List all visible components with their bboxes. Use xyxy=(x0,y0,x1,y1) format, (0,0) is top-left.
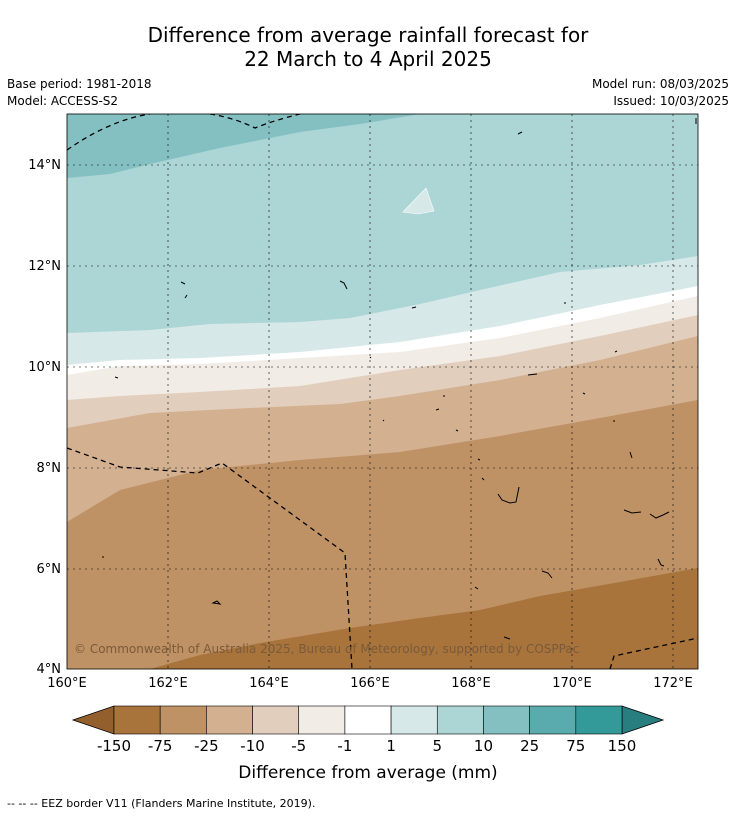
colorbar-tick-label: 1 xyxy=(386,737,396,755)
lon-tick-label: 170°E xyxy=(552,676,592,691)
colorbar-tick-label: -1 xyxy=(337,737,352,755)
colorbar-segment xyxy=(529,705,577,735)
eez-border-footnote: -- -- -- EEZ border V11 (Flanders Marine… xyxy=(7,797,316,810)
colorbar-segment xyxy=(113,705,161,735)
colorbar: -150 -75 -25 -10 -5 -1 1 5 10 25 75 150 xyxy=(71,705,665,755)
lat-tick-label: 12°N xyxy=(28,259,61,274)
colorbar-tick-label: 75 xyxy=(566,737,585,755)
lon-tick-label: 160°E xyxy=(47,676,87,691)
contour-band-plus10 xyxy=(67,114,420,178)
contour-patch-plus5 xyxy=(402,187,435,215)
rainfall-contours: © Commonwealth of Australia 2025, Bureau… xyxy=(67,114,698,669)
lon-tick-label: 166°E xyxy=(350,676,390,691)
model-run-date: Model run: 08/03/2025 xyxy=(591,77,729,91)
map-title-line2: 22 March to 4 April 2025 xyxy=(244,47,492,71)
colorbar-tick-label: -10 xyxy=(240,737,265,755)
colorbar-tick-label: 150 xyxy=(608,737,637,755)
colorbar-segment xyxy=(252,705,300,735)
colorbar-segment xyxy=(298,705,346,735)
map-gridlines xyxy=(67,114,698,669)
colorbar-extend-high xyxy=(621,705,665,735)
colorbar-segment xyxy=(436,705,484,735)
copyright-notice: © Commonwealth of Australia 2025, Bureau… xyxy=(74,642,579,656)
colorbar-tick-label: 5 xyxy=(432,737,442,755)
lon-tick-label: 172°E xyxy=(653,676,693,691)
colorbar-extend-low xyxy=(71,705,115,735)
contour-band-plus5 xyxy=(67,114,698,333)
colorbar-tick-label: -25 xyxy=(194,737,219,755)
lon-ticks: 160°E 162°E 164°E 166°E 168°E 170°E 172°… xyxy=(47,676,693,691)
colorbar-segment xyxy=(206,705,253,735)
lat-ticks: 14°N 12°N 10°N 8°N 6°N 4°N xyxy=(28,158,61,677)
colorbar-segment xyxy=(483,705,530,735)
colorbar-title: Difference from average (mm) xyxy=(238,763,497,783)
colorbar-segment xyxy=(159,705,207,735)
lat-tick-label: 6°N xyxy=(37,562,62,577)
colorbar-tick-label: -75 xyxy=(148,737,173,755)
eez-borders xyxy=(67,114,698,669)
lat-tick-label: 10°N xyxy=(28,360,61,375)
map-frame xyxy=(66,113,699,670)
lat-tick-label: 8°N xyxy=(37,461,62,476)
lon-tick-label: 168°E xyxy=(451,676,491,691)
colorbar-segment xyxy=(344,705,392,735)
colorbar-tick-label: 10 xyxy=(474,737,493,755)
base-period: Base period: 1981-2018 xyxy=(7,77,152,91)
lon-tick-label: 164°E xyxy=(249,676,289,691)
lon-tick-label: 162°E xyxy=(148,676,188,691)
colorbar-tick-label: 25 xyxy=(520,737,539,755)
colorbar-tick-label: -150 xyxy=(97,737,131,755)
islands xyxy=(102,118,697,640)
map-title-line1: Difference from average rainfall forecas… xyxy=(147,23,589,47)
issued-date: Issued: 10/03/2025 xyxy=(613,94,729,108)
lat-tick-label: 4°N xyxy=(37,662,62,677)
lat-tick-label: 14°N xyxy=(28,158,61,173)
model-name: Model: ACCESS-S2 xyxy=(7,94,119,108)
colorbar-segment xyxy=(390,705,438,735)
contour-band-minus150 xyxy=(67,568,698,669)
colorbar-segment xyxy=(575,705,623,735)
colorbar-tick-label: -5 xyxy=(291,737,306,755)
